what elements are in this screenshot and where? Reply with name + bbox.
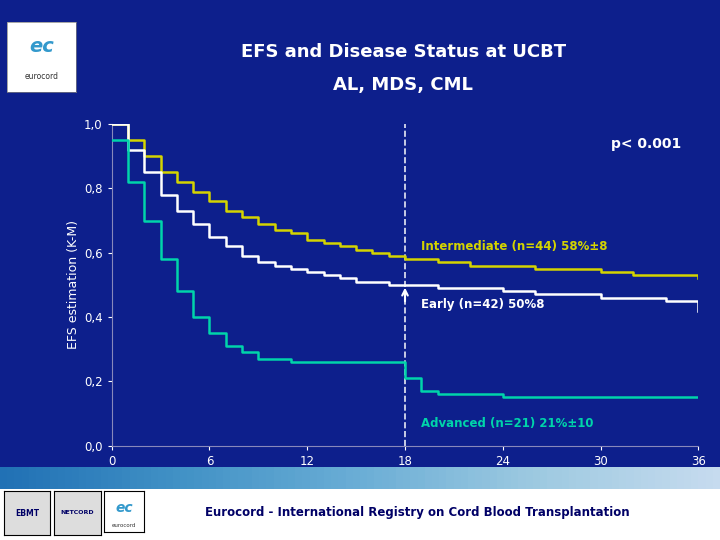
- Text: ec: ec: [115, 501, 133, 515]
- Text: Early (n=42) 50%8: Early (n=42) 50%8: [421, 298, 545, 310]
- Text: p< 0.001: p< 0.001: [611, 137, 681, 151]
- Y-axis label: EFS estimation (K-M): EFS estimation (K-M): [67, 220, 80, 349]
- Text: EFS and Disease Status at UCBT: EFS and Disease Status at UCBT: [240, 43, 566, 61]
- Text: EBMT: EBMT: [15, 509, 39, 517]
- Text: Eurocord - International Registry on Cord Blood Transplantation: Eurocord - International Registry on Cor…: [205, 505, 630, 518]
- Text: eurocord: eurocord: [112, 523, 136, 528]
- Text: ec: ec: [29, 37, 54, 56]
- Text: eurocord: eurocord: [24, 72, 58, 81]
- Text: AL, MDS, CML: AL, MDS, CML: [333, 76, 473, 93]
- X-axis label: months: months: [380, 472, 430, 485]
- Text: NETCORD: NETCORD: [60, 510, 94, 516]
- Text: Intermediate (n=44) 58%±8: Intermediate (n=44) 58%±8: [421, 240, 608, 253]
- Text: Advanced (n=21) 21%±10: Advanced (n=21) 21%±10: [421, 416, 594, 429]
